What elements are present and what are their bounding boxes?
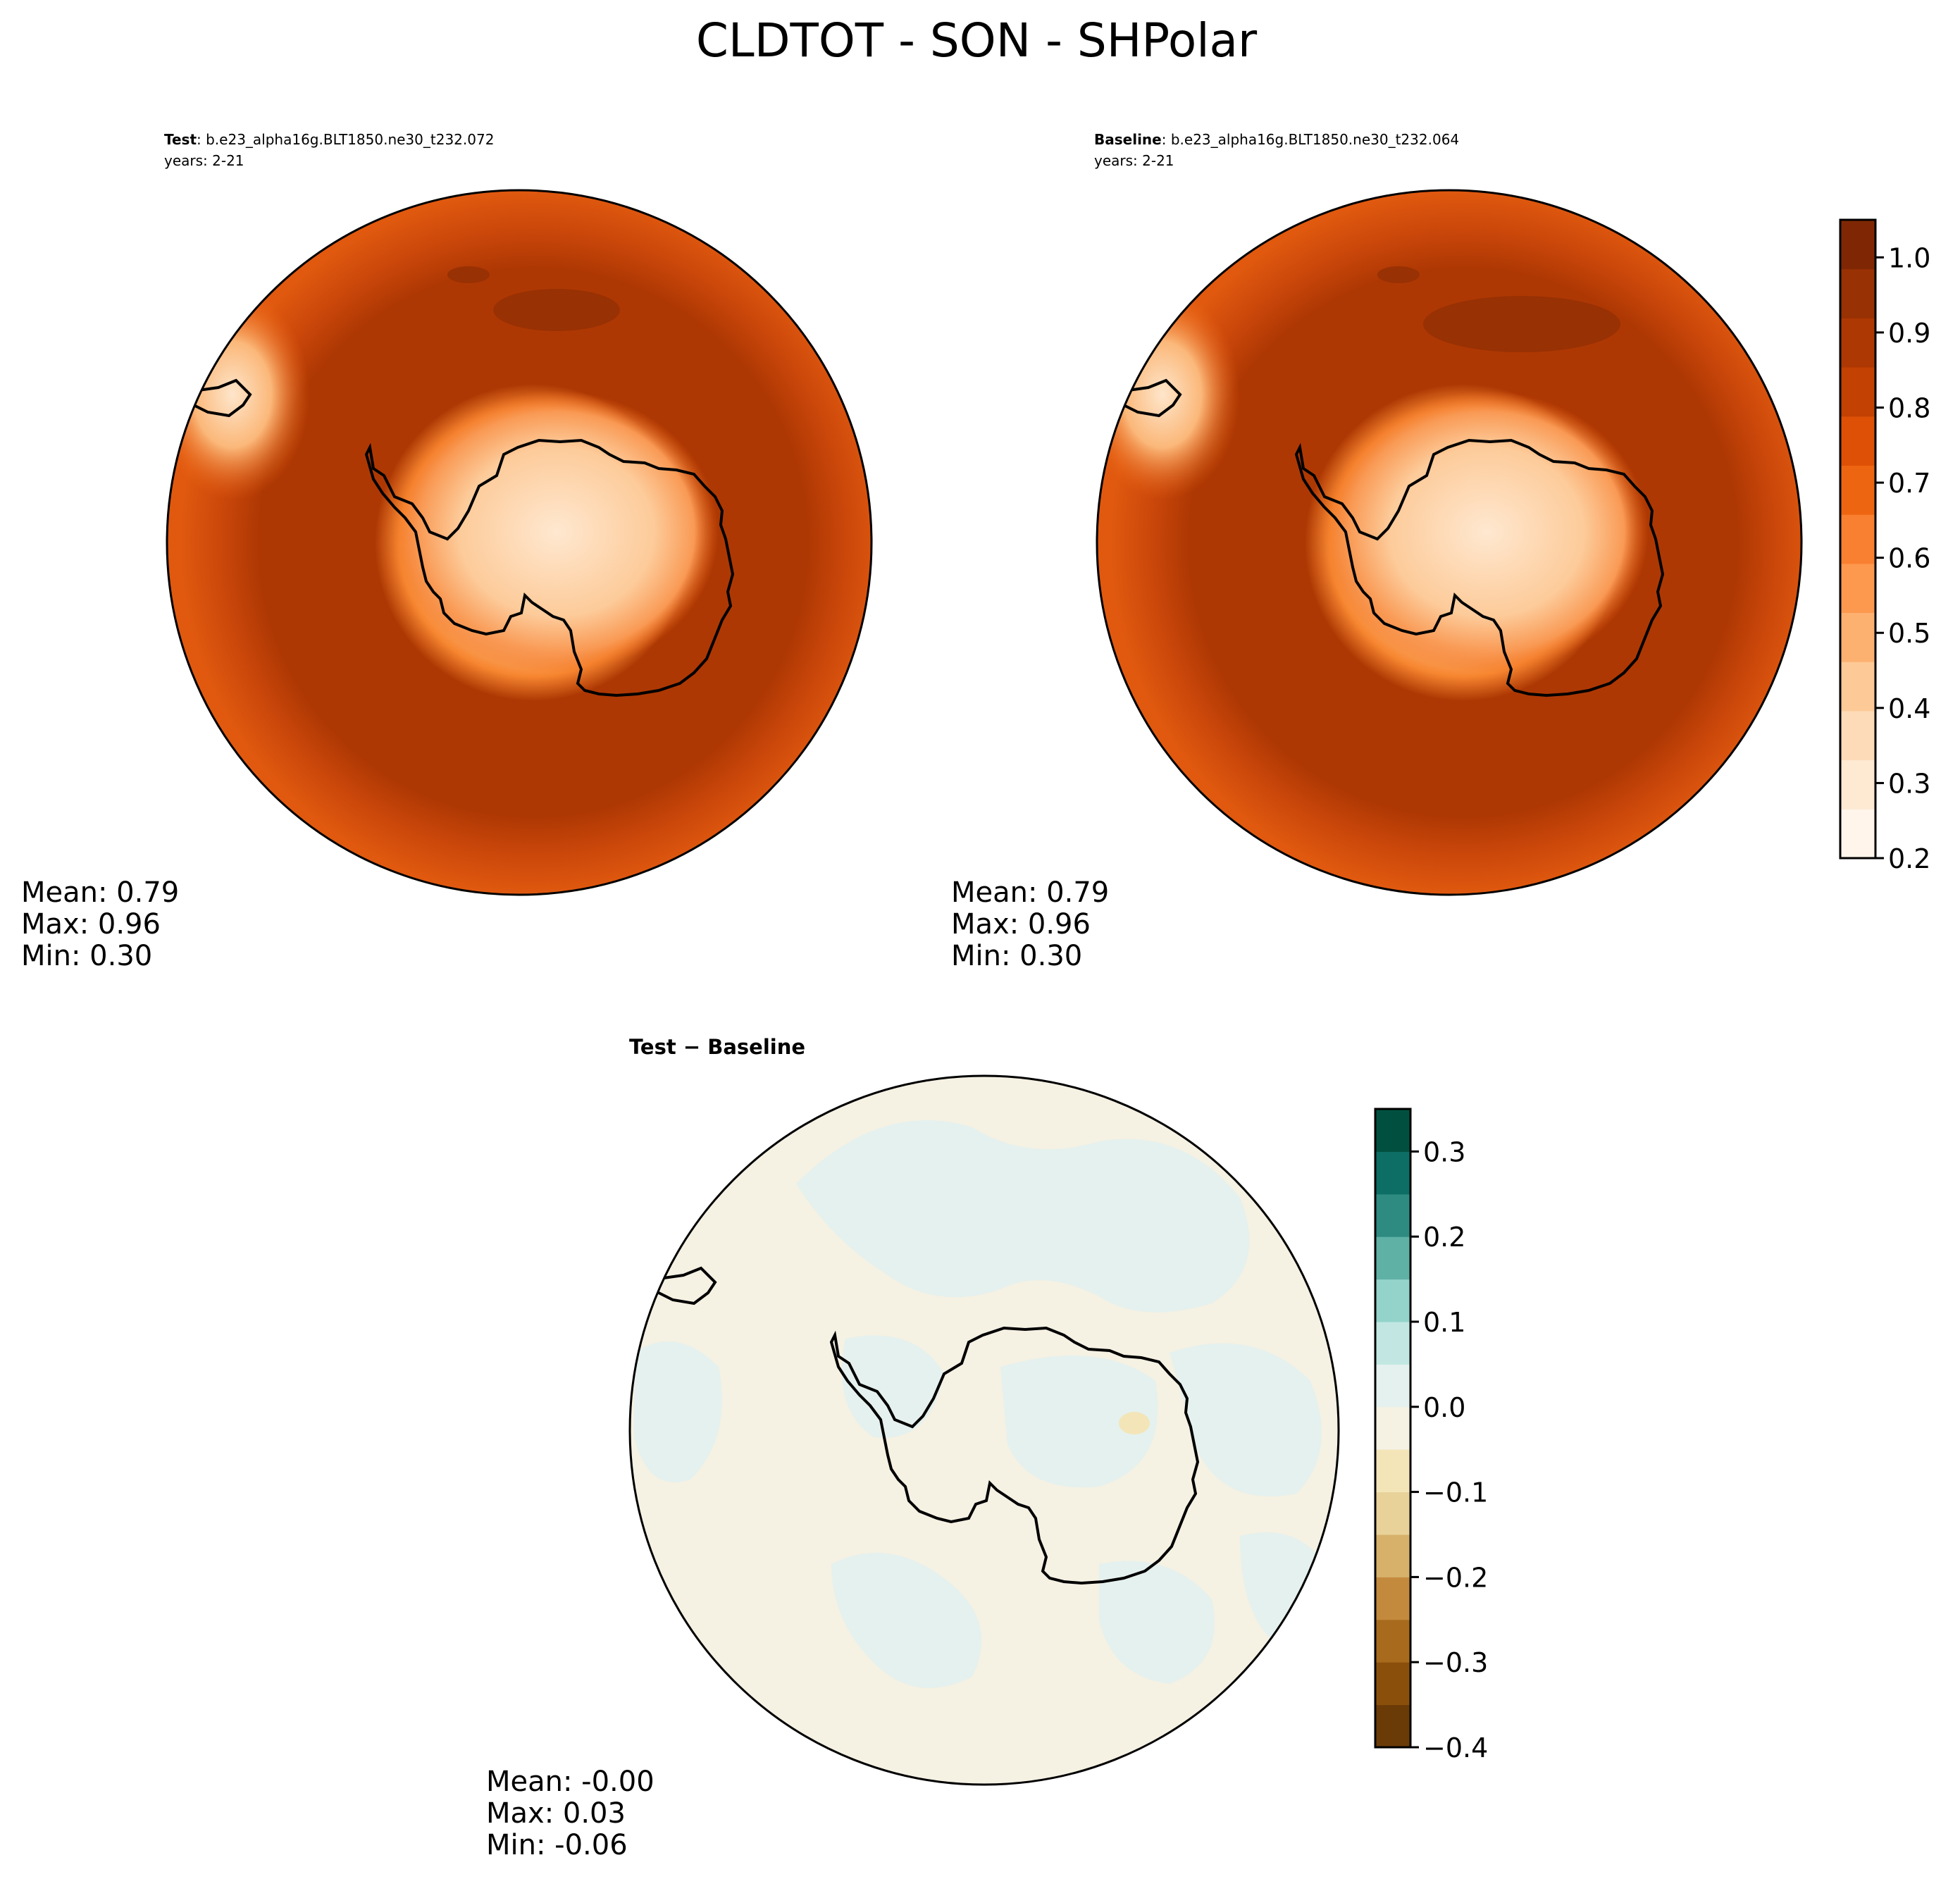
colorbar-segment	[1375, 1449, 1410, 1493]
colorbar-segment	[1375, 1364, 1410, 1408]
map-diff	[630, 1076, 1339, 1785]
stats-diff-min: Min: -0.06	[486, 1829, 628, 1861]
panel-diff: Test − Baseline Mean: -0.00 Max: 0.03 Mi…	[486, 1035, 1340, 1861]
colorbar-segment	[1375, 1619, 1410, 1663]
colorbar-tick-label: 0.9	[1888, 318, 1930, 349]
colorbar-tick-label: 0.3	[1423, 1136, 1465, 1167]
panel-test: Test: b.e23_alpha16g.BLT1850.ne30_t232.0…	[21, 131, 873, 972]
colorbar-segment	[1840, 416, 1875, 466]
colorbar-segment	[1840, 563, 1875, 614]
colorbar-segment	[1840, 759, 1875, 810]
colorbar-diff: −0.4 −0.3 −0.2 −0.1 0.0 0.1 0.2 0.3	[1374, 1108, 1488, 1763]
panel-baseline-label-run: : b.e23_alpha16g.BLT1850.ne30_t232.064	[1162, 131, 1459, 148]
colorbar-tick-label: −0.2	[1423, 1562, 1488, 1593]
colorbar-tick-label: 0.2	[1888, 843, 1930, 874]
colorbar-segment	[1375, 1109, 1410, 1152]
map-diff-positive-patches	[634, 1120, 1325, 1688]
stats-baseline-mean: Mean: 0.79	[951, 876, 1109, 909]
colorbar-segment	[1375, 1492, 1410, 1535]
stats-baseline-max: Max: 0.96	[951, 908, 1091, 941]
panel-test-years: years: 2-21	[164, 152, 244, 169]
colorbar-tick-label: 0.3	[1888, 768, 1930, 799]
map-test-dark-patch-2	[447, 266, 490, 283]
panel-test-label: Test: b.e23_alpha16g.BLT1850.ne30_t232.0…	[164, 131, 494, 148]
colorbar-segment	[1840, 514, 1875, 564]
map-test-tip-cloud	[167, 289, 310, 500]
stats-test-min: Min: 0.30	[21, 940, 152, 972]
map-test-boundary	[166, 189, 873, 896]
map-baseline-dark-patch-1	[1423, 296, 1620, 352]
panel-test-label-bold: Test	[164, 131, 197, 148]
colorbar-segment	[1375, 1279, 1410, 1322]
colorbar-segment	[1840, 710, 1875, 761]
figure-title: CLDTOT - SON - SHPolar	[696, 13, 1258, 68]
panel-baseline-label: Baseline: b.e23_alpha16g.BLT1850.ne30_t2…	[1094, 131, 1459, 148]
colorbar-segment	[1375, 1193, 1410, 1237]
map-baseline-boundary	[1096, 189, 1803, 896]
stats-diff-max: Max: 0.03	[486, 1797, 626, 1830]
colorbar-segment	[1375, 1151, 1410, 1195]
stats-test-max: Max: 0.96	[21, 908, 161, 941]
colorbar-tick-label: 1.0	[1888, 242, 1930, 273]
colorbar-segment	[1840, 612, 1875, 662]
stats-baseline-min: Min: 0.30	[951, 940, 1082, 972]
colorbar-segment	[1840, 318, 1875, 368]
colorbar-tick-label: −0.1	[1423, 1477, 1488, 1508]
colorbar-cloud: 0.2 0.3 0.4 0.5 0.6 0.7 0.8 0.9 1.0	[1839, 218, 1930, 874]
stats-test-mean: Mean: 0.79	[21, 876, 179, 909]
map-diff-negative-patch	[1119, 1412, 1150, 1434]
colorbar-tick-label: 0.8	[1888, 392, 1930, 423]
colorbar-frame	[1374, 1108, 1412, 1749]
colorbar-segment	[1375, 1406, 1410, 1450]
colorbar-tick-label: 0.0	[1423, 1392, 1465, 1423]
panel-baseline-label-bold: Baseline	[1094, 131, 1162, 148]
colorbar-segment	[1375, 1662, 1410, 1706]
colorbar-segment	[1375, 1704, 1410, 1748]
colorbar-tick-label: 0.7	[1888, 468, 1930, 499]
panel-diff-label: Test − Baseline	[629, 1035, 805, 1059]
colorbar-tick-label: −0.3	[1423, 1647, 1488, 1678]
stats-diff-mean: Mean: -0.00	[486, 1766, 655, 1798]
colorbar-segment	[1840, 268, 1875, 318]
map-test-ice-core	[395, 391, 719, 673]
colorbar-frame	[1839, 218, 1877, 860]
colorbar-tick-label: 0.6	[1888, 543, 1930, 574]
map-baseline-tip-cloud	[1097, 289, 1240, 500]
map-baseline	[1097, 190, 1801, 895]
panel-baseline: Baseline: b.e23_alpha16g.BLT1850.ne30_t2…	[951, 131, 1803, 972]
map-diff-boundary	[628, 1074, 1340, 1786]
colorbar-tick-label: 0.5	[1888, 618, 1930, 649]
colorbar-segment	[1840, 662, 1875, 712]
colorbar-segment	[1375, 1236, 1410, 1280]
panel-test-label-run: : b.e23_alpha16g.BLT1850.ne30_t232.072	[197, 131, 494, 148]
colorbar-tick-label: −0.4	[1423, 1732, 1488, 1763]
map-test-dark-patch-1	[493, 289, 620, 331]
map-baseline-dark-patch-2	[1377, 266, 1420, 283]
colorbar-tick-label: 0.4	[1888, 693, 1930, 724]
colorbar-segment	[1375, 1577, 1410, 1620]
map-test	[167, 190, 872, 895]
colorbar-segment	[1840, 220, 1875, 270]
colorbar-segment	[1375, 1534, 1410, 1577]
colorbar-tick-label: 0.1	[1423, 1307, 1465, 1338]
colorbar-segment	[1840, 809, 1875, 859]
colorbar-segment	[1840, 465, 1875, 515]
colorbar-segment	[1840, 367, 1875, 417]
colorbar-segment	[1375, 1322, 1410, 1365]
panel-baseline-years: years: 2-21	[1094, 152, 1174, 169]
colorbar-tick-label: 0.2	[1423, 1222, 1465, 1253]
map-baseline-ice-core	[1325, 391, 1649, 673]
